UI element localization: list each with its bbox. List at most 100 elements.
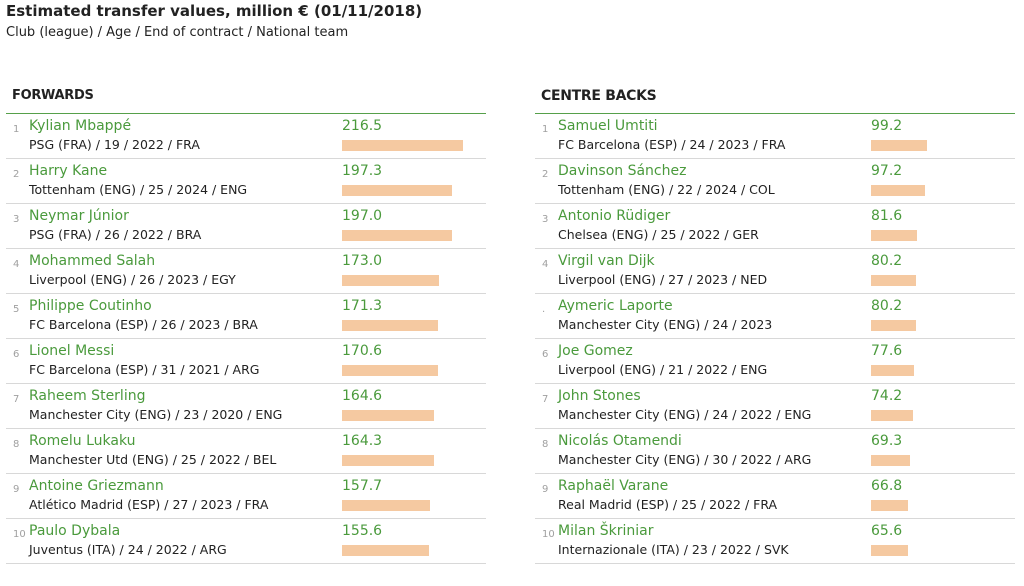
player-rank: 9: [13, 484, 20, 495]
value-label: 170.6: [342, 343, 383, 359]
player-info: Manchester Utd (ENG) / 25 / 2022 / BEL: [29, 452, 277, 467]
value-label: 66.8: [871, 478, 903, 494]
value-label: 164.6: [342, 388, 383, 404]
value-bar: [342, 140, 464, 151]
value-bar: [871, 230, 917, 241]
player-rank: 6: [542, 349, 549, 360]
player-rank: 7: [542, 394, 549, 405]
value-label: 69.3: [871, 433, 903, 449]
player-name: John Stones: [558, 388, 641, 404]
value-bar: [342, 365, 438, 376]
value-bar: [342, 185, 453, 196]
value-label: 80.2: [871, 298, 903, 314]
value-label: 157.7: [342, 478, 383, 494]
player-rank: 9: [542, 484, 549, 495]
value-bar: [342, 410, 435, 421]
player-info: FC Barcelona (ESP) / 26 / 2023 / BRA: [29, 317, 258, 332]
player-info: Manchester City (ENG) / 23 / 2020 / ENG: [29, 407, 283, 422]
player-name: Paulo Dybala: [29, 523, 121, 539]
player-row: 6 Lionel Messi FC Barcelona (ESP) / 31 / 2…: [6, 339, 486, 384]
value-bar: [871, 275, 916, 286]
value-label: 164.3: [342, 433, 383, 449]
player-info: Liverpool (ENG) / 21 / 2022 / ENG: [558, 362, 768, 377]
centre-backs-panel: CENTRE BACKS 1 Samuel Umtiti FC Barcelona …: [535, 88, 1015, 564]
value-bar: [342, 455, 434, 466]
player-info: Manchester City (ENG) / 24 / 2023: [558, 317, 773, 332]
player-rank: 6: [13, 349, 20, 360]
player-name: Harry Kane: [29, 163, 108, 179]
player-info: Internazionale (ITA) / 23 / 2022 / SVK: [558, 542, 789, 557]
value-label: 81.6: [871, 208, 903, 224]
value-label: 197.3: [342, 163, 383, 179]
player-rank: 4: [13, 259, 20, 270]
player-name: Antoine Griezmann: [29, 478, 164, 494]
value-label: 99.2: [871, 118, 903, 134]
value-label: 74.2: [871, 388, 903, 404]
player-name: Nicolás Otamendi: [558, 433, 682, 449]
player-name: Lionel Messi: [29, 343, 115, 359]
ranking-list: 1 Kylian Mbappé PSG (FRA) / 19 / 2022 / FR…: [6, 114, 486, 564]
value-bar: [871, 320, 916, 331]
player-rank: 10: [13, 529, 26, 540]
value-bar: [871, 140, 927, 151]
value-label: 65.6: [871, 523, 903, 539]
player-row: 4 Virgil van Dijk Liverpool (ENG) / 27 / 2…: [535, 249, 1015, 294]
player-row: 4 Mohammed Salah Liverpool (ENG) / 26 / 20…: [6, 249, 486, 294]
player-name: Raheem Sterling: [29, 388, 146, 404]
player-rank: 1: [542, 124, 549, 135]
player-row: 7 Raheem Sterling Manchester City (ENG) / …: [6, 384, 486, 429]
value-label: 171.3: [342, 298, 383, 314]
value-label: 97.2: [871, 163, 903, 179]
player-rank: 1: [13, 124, 20, 135]
player-name: Joe Gomez: [558, 343, 633, 359]
player-info: Liverpool (ENG) / 26 / 2023 / EGY: [29, 272, 236, 287]
player-rank: 10: [542, 529, 555, 540]
player-name: Mohammed Salah: [29, 253, 156, 269]
player-row: 3 Neymar Júnior PSG (FRA) / 26 / 2022 / BR…: [6, 204, 486, 249]
player-info: Atlético Madrid (ESP) / 27 / 2023 / FRA: [29, 497, 269, 512]
value-bar: [871, 545, 908, 556]
player-name: Romelu Lukaku: [29, 433, 136, 449]
forwards-panel: FORWARDS 1 Kylian Mbappé PSG (FRA) / 19 / …: [6, 88, 486, 564]
value-label: 173.0: [342, 253, 383, 269]
value-bar: [342, 545, 430, 556]
player-row: 8 Nicolás Otamendi Manchester City (ENG) /…: [535, 429, 1015, 474]
value-bar: [342, 275, 439, 286]
player-info: Tottenham (ENG) / 25 / 2024 / ENG: [29, 182, 248, 197]
player-rank: 7: [13, 394, 20, 405]
player-rank: 2: [542, 169, 549, 180]
player-info: Tottenham (ENG) / 22 / 2024 / COL: [558, 182, 775, 197]
player-row: 9 Antoine Griezmann Atlético Madrid (ESP) …: [6, 474, 486, 519]
value-bar: [871, 455, 910, 466]
player-rank: 3: [542, 214, 549, 225]
player-row: 6 Joe Gomez Liverpool (ENG) / 21 / 2022 / …: [535, 339, 1015, 384]
value-bar: [871, 185, 926, 196]
value-label: 216.5: [342, 118, 383, 134]
value-bar: [871, 500, 909, 511]
player-info: Chelsea (ENG) / 25 / 2022 / GER: [558, 227, 759, 242]
player-row: 10 Milan Škriniar Internazionale (ITA) / 2…: [535, 519, 1015, 564]
player-name: Neymar Júnior: [29, 208, 129, 224]
ranking-list: 1 Samuel Umtiti FC Barcelona (ESP) / 24 / …: [535, 114, 1015, 564]
player-row: 2 Harry Kane Tottenham (ENG) / 25 / 2024 /…: [6, 159, 486, 204]
player-name: Davinson Sánchez: [558, 163, 687, 179]
player-info: Liverpool (ENG) / 27 / 2023 / NED: [558, 272, 768, 287]
player-rank: 2: [13, 169, 20, 180]
player-name: Milan Škriniar: [558, 523, 654, 539]
player-row: 9 Raphaël Varane Real Madrid (ESP) / 25 / …: [535, 474, 1015, 519]
value-bar: [871, 410, 913, 421]
player-name: Philippe Coutinho: [29, 298, 152, 314]
player-row: 2 Davinson Sánchez Tottenham (ENG) / 22 / …: [535, 159, 1015, 204]
player-name: Samuel Umtiti: [558, 118, 658, 134]
panel-heading: CENTRE BACKS: [535, 88, 1015, 114]
player-rank: 8: [542, 439, 549, 450]
player-row: 3 Antonio Rüdiger Chelsea (ENG) / 25 / 202…: [535, 204, 1015, 249]
value-label: 197.0: [342, 208, 383, 224]
player-row: . Aymeric Laporte Manchester City (ENG) / …: [535, 294, 1015, 339]
player-name: Antonio Rüdiger: [558, 208, 671, 224]
player-rank: 3: [13, 214, 20, 225]
player-row: 1 Samuel Umtiti FC Barcelona (ESP) / 24 / …: [535, 114, 1015, 159]
value-bar: [342, 230, 453, 241]
player-info: Juventus (ITA) / 24 / 2022 / ARG: [29, 542, 227, 557]
player-rank: .: [542, 304, 546, 315]
